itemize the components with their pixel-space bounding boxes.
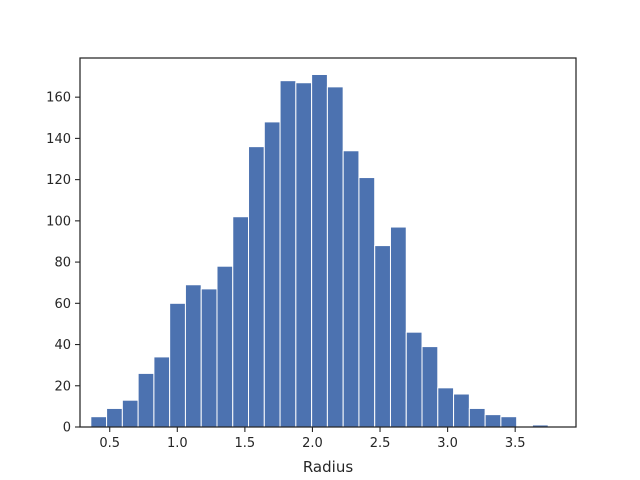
histogram-bar [405,331,423,428]
x-tick-label: 0.5 [99,436,120,451]
histogram-bar [200,288,218,428]
histogram-bar [326,86,344,428]
histogram-bar [358,177,376,428]
x-tick-label: 1.0 [167,436,188,451]
histogram-bar [295,82,313,428]
histogram-bar [389,226,407,428]
histogram-bar [106,407,123,428]
histogram-bar [153,356,171,428]
histogram-bar [500,416,518,428]
histogram-bar [169,302,186,428]
y-tick-label: 140 [46,132,71,147]
histogram-bar [342,150,360,428]
histogram-bar [279,80,297,428]
y-axis-ticks: 0 20 40 60 80 100 120 140 160 [46,91,80,436]
x-axis-ticks: 0.5 1.0 1.5 2.0 2.5 3.0 3.5 [99,427,526,451]
x-tick-label: 2.0 [302,436,323,451]
histogram-bar [216,265,234,428]
x-tick-label: 3.5 [505,436,526,451]
histogram-bar [453,393,470,428]
y-tick-label: 60 [54,297,71,312]
y-tick-label: 40 [54,338,71,353]
y-tick-label: 160 [46,91,71,106]
histogram-bar [90,416,108,428]
histogram-bar [121,399,139,428]
histogram-bar [374,245,391,428]
y-tick-label: 80 [54,256,71,271]
histogram-bar [232,216,250,428]
plot-frame [79,57,577,428]
x-tick-label: 2.5 [370,436,391,451]
histogram-bar [421,346,439,428]
histogram-bars [90,73,549,428]
y-tick-label: 0 [63,421,71,436]
histogram-bar [263,121,281,428]
x-tick-label: 3.0 [437,436,458,451]
histogram-bar [184,284,202,428]
y-tick-label: 120 [46,173,71,188]
histogram-bar [468,407,486,428]
histogram-bar [137,372,155,428]
x-tick-label: 1.5 [235,436,256,451]
histogram-bar [311,73,328,428]
x-axis-label: Radius [303,458,353,476]
histogram-bar [484,414,502,428]
y-tick-label: 100 [46,214,71,229]
histogram-bar [248,146,265,428]
histogram-bar [437,387,455,428]
y-tick-label: 20 [54,379,71,394]
